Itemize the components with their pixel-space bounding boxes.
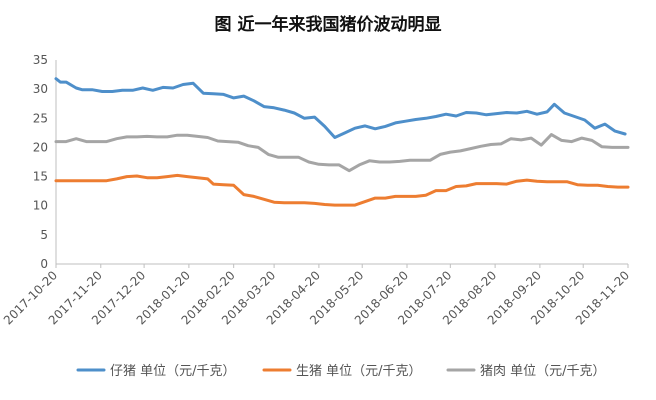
chart-title: 图 近一年来我国猪价波动明显	[214, 15, 442, 35]
series-line-2	[54, 173, 630, 207]
series-line-3	[54, 133, 630, 173]
y-tick-label: 5	[40, 228, 48, 242]
y-tick-label: 15	[33, 170, 48, 184]
legend-label-3: 猪肉 单位（元/千克）	[480, 364, 606, 379]
y-tick-label: 10	[33, 199, 48, 213]
legend-label-1: 仔猪 单位（元/千克）	[110, 364, 236, 379]
y-tick-label: 20	[33, 140, 48, 154]
y-tick-label: 0	[40, 257, 48, 271]
legend-label-2: 生猪 单位（元/千克）	[296, 364, 422, 379]
series-line-1	[54, 77, 627, 139]
y-tick-label: 35	[33, 53, 48, 67]
y-tick-label: 25	[33, 111, 48, 125]
y-tick-label: 30	[33, 82, 48, 96]
